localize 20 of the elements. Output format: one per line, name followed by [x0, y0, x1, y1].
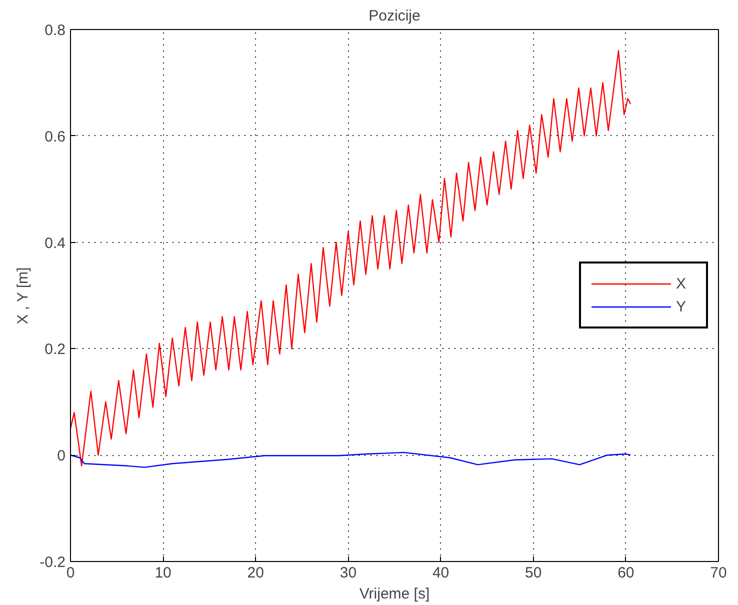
x-tick-label: 20 [247, 564, 264, 582]
y-tick-label: -0.2 [40, 554, 66, 571]
y-axis-title: X , Y [m] [14, 267, 32, 324]
y-tick-label: 0.8 [44, 22, 66, 39]
x-tick-label: 10 [154, 564, 172, 582]
x-tick-label: 70 [710, 564, 727, 582]
y-tick-label: 0.6 [44, 128, 66, 146]
y-tick-label: 0 [57, 448, 66, 465]
x-tick-label: 50 [525, 564, 542, 582]
line-series [70, 452, 632, 468]
line-series [70, 50, 632, 466]
x-tick-label: 40 [432, 564, 450, 582]
x-tick-label: 60 [618, 564, 634, 582]
text: X [676, 275, 688, 292]
y-tick-label: 0.2 [44, 341, 66, 358]
chart-title: Pozicije [368, 8, 420, 24]
y-tick-label: 0.4 [44, 234, 66, 252]
x-axis-title: Vrijeme [s] [359, 586, 430, 602]
x-tick-label: 30 [340, 564, 357, 582]
text: Y [676, 298, 688, 315]
